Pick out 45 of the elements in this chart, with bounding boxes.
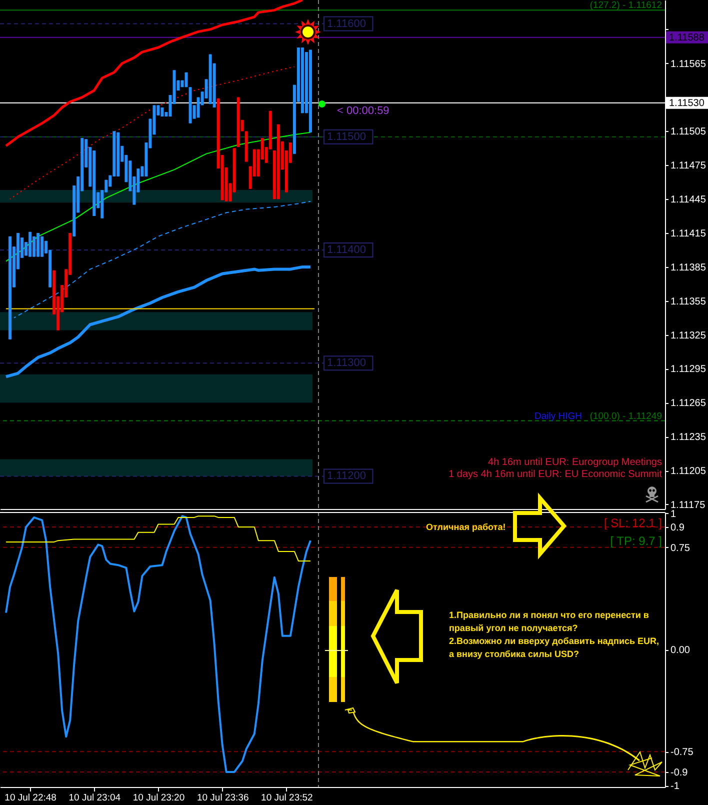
y-tick-label: 1.11175 xyxy=(670,500,706,511)
annotation: 4h 16m until EUR: Eurogroup Meetings xyxy=(488,457,662,468)
annotation: (100.0) - 1.11249 xyxy=(590,411,662,422)
annotation: [ TP: 9.7 ] xyxy=(610,534,662,548)
annotation: Daily HIGH xyxy=(534,411,582,422)
y-tick-label: 1.11265 xyxy=(670,398,706,410)
x-tick-label: 10 Jul 23:36 xyxy=(196,792,249,804)
annotation: 2.Возможно ли вверху добавить надпись EUR, xyxy=(449,636,660,646)
annotation: 1 days 4h 16m until EUR: EU Economic Summit xyxy=(448,469,662,480)
y-tick-label: 1.11565 xyxy=(670,58,706,70)
y-tick-label: 1.11205 xyxy=(670,466,706,478)
annotation: < 00:00:59 xyxy=(337,105,390,117)
y-tick-label: 1.11355 xyxy=(670,296,706,308)
x-tick-label: 10 Jul 23:04 xyxy=(68,792,121,804)
y-tick-label: -0.9 xyxy=(670,768,688,779)
annotation: 1.Правильно ли я понял что его перенести в xyxy=(449,610,650,620)
annotation: (127.2) - 1.11612 xyxy=(590,0,662,11)
y-tick-label: 1.11295 xyxy=(670,364,706,376)
y-tick-label: 0.75 xyxy=(670,542,690,554)
ref-line-label: 1.11530 xyxy=(669,98,705,109)
y-tick-label: 1.11325 xyxy=(670,330,706,342)
annotation: [ SL: 12.1 ] xyxy=(604,516,662,530)
ref-line-label: 1.11600 xyxy=(327,18,366,30)
y-tick-label: 1.11385 xyxy=(670,262,706,274)
ref-line-label: 1.11500 xyxy=(327,130,366,143)
x-tick-label: 10 Jul 22:48 xyxy=(4,792,56,804)
y-tick-label: 1.11505 xyxy=(670,126,706,138)
ref-line-label: 1.11200 xyxy=(327,470,366,482)
y-tick-label: 1.11235 xyxy=(670,432,706,444)
y-tick-label: -0.75 xyxy=(670,747,694,758)
annotation: Отличная работа! xyxy=(426,522,506,532)
y-tick-label: 1 xyxy=(670,508,676,520)
ref-line-label: 1.11588 xyxy=(669,32,705,44)
y-tick-label: 0.9 xyxy=(670,522,685,534)
y-tick-label: 0.00 xyxy=(670,645,690,656)
y-tick-label: 1.11445 xyxy=(670,194,706,206)
annotation: а внизу столбика силы USD? xyxy=(449,649,579,659)
y-tick-label: -1 xyxy=(670,781,680,792)
x-tick-label: 10 Jul 23:20 xyxy=(132,792,185,804)
ref-line-label: 1.11300 xyxy=(327,357,366,370)
ref-line-label: 1.11400 xyxy=(327,244,366,256)
y-tick-label: 1.11415 xyxy=(670,228,706,240)
y-tick-label: 1.11475 xyxy=(670,160,706,172)
annotation: правый угол не получается? xyxy=(449,623,578,633)
x-tick-label: 10 Jul 23:52 xyxy=(261,792,313,804)
